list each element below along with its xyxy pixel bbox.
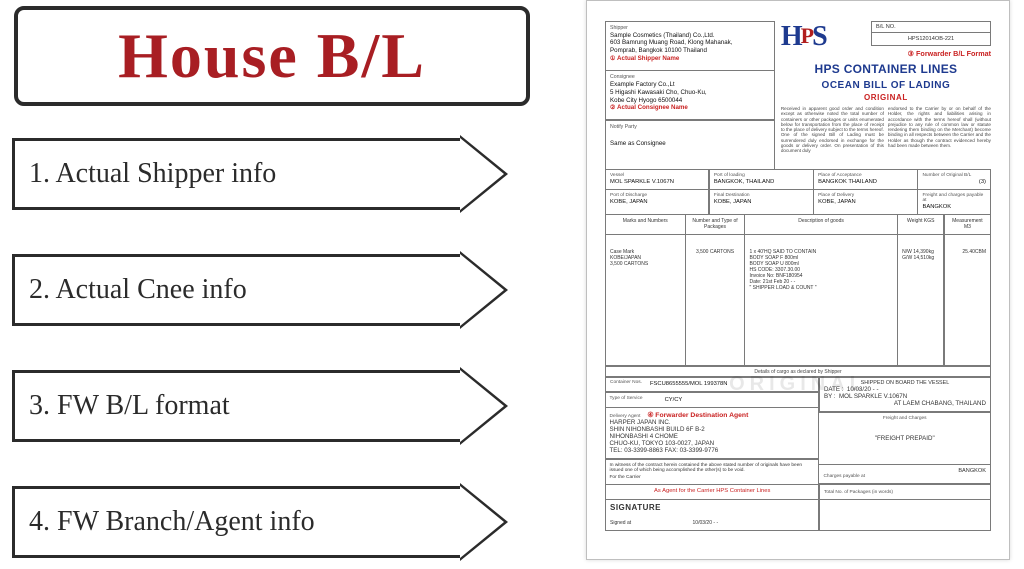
col-pkgs: Number and Type of Packages [685,214,745,235]
terms-right: endorsed to the Carrier by or on behalf … [888,106,991,154]
notify-label: Notify Party [610,124,770,130]
arrow-label-3: 3. FW B/L format [29,390,230,422]
shipper-note: ① Actual Shipper Name [610,55,770,63]
poa-value: BANGKOK THAILAND [818,179,913,185]
fdest-label: Final Destination [714,193,809,198]
col-weight: Weight KGS [897,214,944,235]
title-box: House B/L [14,6,530,106]
fdest-cell: Final Destination KOBE, JAPAN [709,189,814,215]
arrow-label-2: 2. Actual Cnee info [29,274,247,306]
orig-label: Number of Original B/L [922,173,986,178]
pol-cell: Port of loading BANGKOK, THAILAND [709,169,814,190]
goods-meas: 25.40CBM [944,234,991,367]
freight-charges-value: "FREIGHT PREPAID" [823,435,986,442]
poa-cell: Place of Acceptance BANGKOK THAILAND [813,169,918,190]
pod-label: Port of Discharge [610,193,704,198]
consignee-line: Kobe City Hyogo 6500044 [610,97,770,105]
delivery-agent-cell: Delivery Agent ④ Forwarder Destination A… [605,407,820,459]
terms-text: Received in apparent good order and cond… [781,106,991,154]
vessel-cell: Vessel MOL SPARKLE V.1067N [605,169,709,190]
pod-cell: Port of Discharge KOBE, JAPAN [605,189,709,215]
shipper-cell: Shipper Sample Cosmetics (Thailand) Co.,… [605,21,775,71]
freight-payable-cell: Freight and charges payable at BANGKOK [917,189,991,215]
notify-cell: Notify Party Same as Consignee [605,120,775,170]
shipper-label: Shipper [610,25,770,31]
shipper-line: 603 Bamrung Muang Road, Klong Mahanak, [610,39,770,47]
consignee-note: ② Actual Consignee Name [610,104,770,112]
pdel-cell: Place of Delivery KOBE, JAPAN [813,189,918,215]
service-label: Type of Service [610,396,643,403]
goods-weight: N/W 14,390kg G/W 14,510kg [897,234,944,367]
pdel-value: KOBE, JAPAN [818,199,913,205]
arrow-item-4: 4. FW Branch/Agent info [12,486,532,558]
pdel-label: Place of Delivery [818,193,913,198]
col-meas: Measurement M3 [944,214,991,235]
freight-charges-cell: Freight and Charges "FREIGHT PREPAID" [818,412,991,465]
vessel-value: MOL SPARKLE V.1067N [610,179,704,185]
freight-payable-value: BANGKOK [922,204,986,210]
doc-type: OCEAN BILL OF LADING [781,80,991,91]
delivery-agent-note: ④ Forwarder Destination Agent [647,412,748,419]
freight-payable-label: Freight and charges payable at [922,193,986,203]
agent-for-carrier: As Agent for the Carrier HPS Container L… [605,484,819,500]
payable-at-cell: BANGKOK Charges payable at [818,464,991,484]
shipper-line: Sample Cosmetics (Thailand) Co.,Ltd. [610,32,770,40]
shipped-cell: SHIPPED ON BOARD THE VESSEL DATE : 10/03… [819,376,991,412]
freight-charges-label: Freight and Charges [823,416,986,421]
goods-desc: 1 x 40'HQ SAID TO CONTAIN BODY SOAP F 80… [744,234,897,367]
service-value: CY/CY [665,397,683,403]
total-pkgs-cell: Total No. of Packages (in words) [819,484,991,500]
notify-text: Same as Consignee [610,140,770,148]
poa-label: Place of Acceptance [818,173,913,178]
signature-label: SIGNATURE [610,503,661,512]
consignee-cell: Consignee Example Factory Co.,Lt 5 Higas… [605,70,775,120]
arrow-item-1: 1. Actual Shipper info [12,138,532,210]
goods-marks: Case Mark KOBE/JAPAN 3,500 CARTONS [605,234,686,367]
document-preview: Shipper Sample Cosmetics (Thailand) Co.,… [572,0,1024,569]
bill-of-lading: Shipper Sample Cosmetics (Thailand) Co.,… [586,0,1010,560]
vessel-label: Vessel [610,173,704,178]
container-value: FSCU8655555/MOL 199378N [650,381,727,387]
forwarder-format-note: ③ Forwarder B/L Format [908,49,991,58]
original-mark: ORIGINAL [781,93,991,102]
pol-value: BANGKOK, THAILAND [714,179,809,185]
service-cell: Type of Service CY/CY [605,392,820,408]
col-desc: Description of goods [744,214,897,235]
container-label: Container Nos. [610,380,642,387]
pol-label: Port of loading [714,173,809,178]
consignee-label: Consignee [610,74,770,80]
shipper-line: Pomprab, Bangkok 10100 Thailand [610,47,770,55]
signature-right [819,499,991,531]
carrier-logo: HPS [781,21,826,53]
container-cell: Container Nos. FSCU8655555/MOL 199378N [605,376,819,392]
pod-value: KOBE, JAPAN [610,199,704,205]
arrow-item-3: 3. FW B/L format [12,370,532,442]
arrow-label-1: 1. Actual Shipper info [29,158,276,190]
blno-box: B/L NO. HPS12014OB-221 [871,21,991,46]
goods-pkgs: 3,500 CARTONS [685,234,745,367]
consignee-line: 5 Higashi Kawasaki Cho, Chuo-Ku, [610,89,770,97]
blno-label: B/L NO. [872,22,990,33]
page-title: House B/L [118,24,426,88]
fdest-value: KOBE, JAPAN [714,199,809,205]
orig-value: (3) [922,179,986,185]
witness-cell: In witness of the contract herein contai… [605,459,820,485]
consignee-line: Example Factory Co.,Lt [610,81,770,89]
signature-cell: SIGNATURE Signed at 10/03/20 - - [605,499,819,531]
arrow-item-2: 2. Actual Cnee info [12,254,532,326]
orig-cell: Number of Original B/L (3) [917,169,991,190]
blno-value: HPS12014OB-221 [872,33,990,45]
arrow-label-4: 4. FW Branch/Agent info [29,506,315,538]
col-marks: Marks and Numbers [605,214,686,235]
carrier-name: HPS CONTAINER LINES [781,62,991,76]
terms-left: Received in apparent good order and cond… [781,106,884,154]
